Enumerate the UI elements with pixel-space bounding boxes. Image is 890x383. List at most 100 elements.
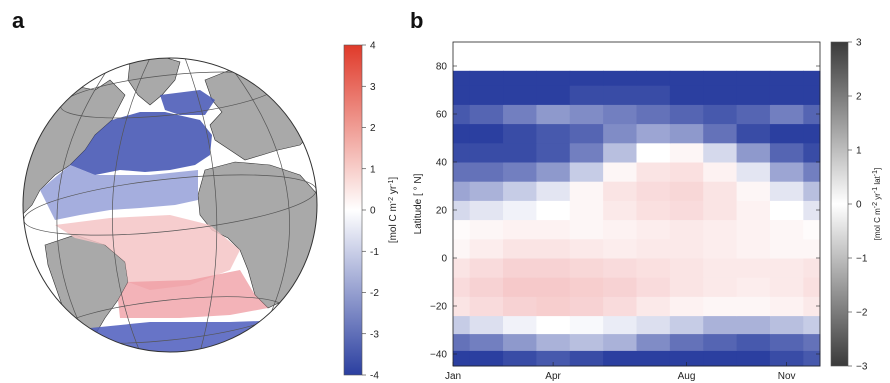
heatmap-cell bbox=[503, 350, 537, 367]
heatmap-cell bbox=[469, 123, 504, 144]
heatmap-cell bbox=[636, 315, 671, 335]
heatmap-cell bbox=[703, 315, 738, 335]
heatmap-cell bbox=[453, 162, 471, 182]
colorbar-a-tick-label: -1 bbox=[370, 247, 379, 258]
heatmap-cell bbox=[453, 181, 471, 201]
heatmap-cell bbox=[669, 85, 704, 105]
heatmap-cell bbox=[636, 142, 671, 163]
heatmap-cell bbox=[469, 142, 504, 163]
globe-map bbox=[22, 57, 318, 353]
heatmap-cell bbox=[736, 142, 771, 163]
heatmap-cell bbox=[736, 333, 771, 351]
heatmap-cell bbox=[503, 219, 537, 240]
heatmap-cell bbox=[503, 123, 537, 144]
heatmap-cell bbox=[703, 181, 738, 201]
heatmap-cell bbox=[503, 70, 537, 86]
colorbar-label-part: [mol C m bbox=[388, 203, 399, 243]
heatmap-cell bbox=[603, 238, 637, 259]
heatmap-cell bbox=[736, 258, 771, 278]
heatmap-cell bbox=[769, 181, 804, 201]
y-tick-label: 60 bbox=[436, 110, 448, 121]
heatmap-cell bbox=[569, 277, 604, 297]
heatmap-cell bbox=[453, 200, 471, 221]
heatmap-cell bbox=[803, 123, 821, 144]
heatmap-cell bbox=[469, 104, 504, 125]
heatmap-cell bbox=[569, 200, 604, 221]
colorbar-a-gradient bbox=[343, 44, 363, 376]
heatmap-cell bbox=[469, 350, 504, 367]
heatmap-cell bbox=[603, 104, 637, 125]
heatmap-cell bbox=[769, 123, 804, 144]
colorbar-b-tick-label: 3 bbox=[856, 38, 862, 49]
heatmap-cell bbox=[453, 142, 471, 163]
heatmap-cell bbox=[603, 296, 637, 317]
flux-mid-atlantic bbox=[40, 165, 198, 220]
colorbar-a-tick-label: -2 bbox=[370, 288, 379, 299]
heatmap-cell bbox=[453, 238, 471, 259]
heatmap-cell bbox=[669, 333, 704, 351]
heatmap-cell bbox=[503, 181, 537, 201]
heatmap-cell bbox=[769, 258, 804, 278]
heatmap-cell bbox=[469, 70, 504, 86]
heatmap-cell bbox=[669, 219, 704, 240]
x-tick-label: Aug bbox=[678, 371, 696, 382]
heatmap-cell bbox=[469, 315, 504, 335]
heatmap-cell bbox=[669, 181, 704, 201]
heatmap-cell bbox=[769, 162, 804, 182]
colorbar-b-tick-label: 0 bbox=[856, 200, 862, 211]
heatmap-cell bbox=[603, 85, 637, 105]
panel-a-letter: a bbox=[12, 8, 25, 33]
heatmap-cell bbox=[803, 333, 821, 351]
heatmap-cell bbox=[703, 142, 738, 163]
heatmap-cell bbox=[703, 238, 738, 259]
heatmap-cell bbox=[636, 104, 671, 125]
heatmap-cell bbox=[469, 333, 504, 351]
plot-frame bbox=[452, 41, 821, 367]
heatmap-cell bbox=[503, 162, 537, 182]
heatmap-cell bbox=[703, 85, 738, 105]
heatmap-cell bbox=[569, 70, 604, 86]
heatmap-cell bbox=[536, 104, 571, 125]
heatmap-cell bbox=[669, 104, 704, 125]
heatmap-cell bbox=[803, 350, 821, 367]
colorbar-b-tick-label: −1 bbox=[856, 254, 868, 265]
heatmap-cell bbox=[703, 333, 738, 351]
heatmap-cell bbox=[569, 162, 604, 182]
heatmap-cell bbox=[536, 162, 571, 182]
heatmap-cell bbox=[736, 219, 771, 240]
heatmap-cell bbox=[536, 200, 571, 221]
heatmap-cell bbox=[603, 70, 637, 86]
heatmap-cell bbox=[669, 296, 704, 317]
colorbar-a-tick-label: 3 bbox=[370, 82, 376, 93]
heatmap-cell bbox=[769, 350, 804, 367]
flux-tropical bbox=[55, 215, 240, 290]
colorbar-b-tick-label: −2 bbox=[856, 308, 868, 319]
colorbar-a-label: [mol C m-2 yr-1] bbox=[388, 177, 400, 244]
heatmap-cell bbox=[469, 162, 504, 182]
colorbar-label-part: ] bbox=[873, 168, 882, 170]
heatmap-cell bbox=[453, 104, 471, 125]
heatmap-cell bbox=[669, 258, 704, 278]
heatmap-cell bbox=[803, 296, 821, 317]
heatmap-cell bbox=[536, 85, 571, 105]
heatmap-cell bbox=[569, 315, 604, 335]
heatmap-cell bbox=[453, 333, 471, 351]
heatmap-cell bbox=[536, 219, 571, 240]
heatmap-cell bbox=[703, 162, 738, 182]
heatmap-cell bbox=[536, 315, 571, 335]
colorbar-label-part: [mol C m bbox=[873, 208, 882, 240]
heatmap-cell bbox=[503, 296, 537, 317]
heatmap-cell bbox=[453, 258, 471, 278]
heatmap-cell bbox=[603, 123, 637, 144]
heatmap-cell bbox=[669, 123, 704, 144]
heatmap-cell bbox=[569, 123, 604, 144]
y-tick-label: −20 bbox=[430, 302, 447, 313]
heatmap-cell bbox=[636, 238, 671, 259]
colorbar-b-label: [mol C m-2 yr-1 lat-1] bbox=[872, 168, 883, 241]
heatmap-cell bbox=[536, 142, 571, 163]
heatmap-cell bbox=[803, 181, 821, 201]
x-tick-label: Nov bbox=[778, 371, 796, 382]
heatmap-cell bbox=[503, 200, 537, 221]
heatmap-panel: 80 60 40 20 0 −20 −40 Jan Apr Aug Nov Latitude [ … bbox=[413, 41, 821, 382]
heatmap-cell bbox=[669, 350, 704, 367]
